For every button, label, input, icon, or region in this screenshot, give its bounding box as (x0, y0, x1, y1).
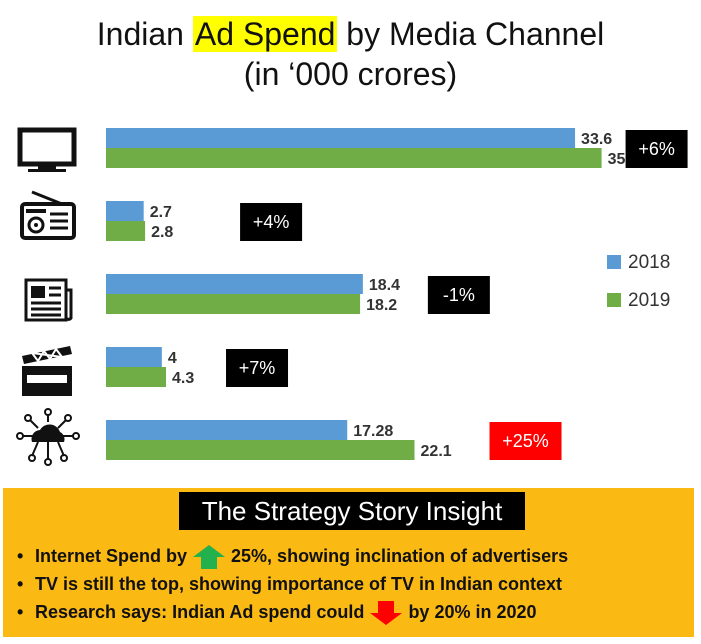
legend-swatch-2018 (607, 255, 621, 269)
bar-tv-2019 (106, 148, 602, 168)
bar-print-2019 (106, 294, 361, 314)
change-label-internet: +25% (502, 431, 549, 451)
newspaper-icon (24, 278, 73, 322)
down-arrow-icon (370, 601, 403, 626)
clapperboard-icon (22, 346, 72, 396)
title-highlight: Ad Spend (192, 16, 338, 52)
change-box-print (427, 276, 490, 314)
insight-item-1: • Internet Spend by 25%, showing inclinat… (17, 542, 568, 570)
bar-internet-2018 (106, 420, 348, 440)
bar-tv-2018 (106, 128, 576, 148)
value-label-print-2018: 18.4 (369, 277, 400, 294)
chart-title: Indian Ad Spend by Media Channel (in ‘000… (0, 14, 701, 94)
radio-icon (20, 190, 76, 240)
insight-title: The Strategy Story Insight (179, 492, 525, 530)
value-label-tv-2018: 33.6 (581, 131, 612, 148)
change-label-radio: +4% (253, 212, 290, 232)
change-label-tv: +6% (638, 139, 675, 159)
bar-radio-2018 (106, 201, 144, 221)
value-label-internet-2018: 17.28 (353, 423, 393, 440)
bullet: • (17, 546, 24, 566)
value-label-print-2019: 18.2 (366, 297, 397, 314)
change-box-internet (489, 422, 562, 460)
insight-item-2: • TV is still the top, showing importance… (17, 570, 568, 598)
change-box-radio (240, 203, 303, 241)
bullet: • (17, 574, 24, 594)
bullet: • (17, 602, 24, 622)
bar-cinema-2018 (106, 347, 162, 367)
value-label-cinema-2019: 4.3 (172, 370, 194, 387)
insight-list: • Internet Spend by 25%, showing inclinat… (17, 542, 568, 626)
bar-radio-2019 (106, 221, 146, 241)
bar-internet-2019 (106, 440, 415, 460)
legend-label-2019: 2019 (628, 290, 670, 311)
value-label-cinema-2018: 4 (168, 350, 177, 367)
value-label-radio-2019: 2.8 (151, 224, 173, 241)
legend-swatch-2019 (607, 293, 621, 307)
value-label-internet-2019: 22.1 (421, 443, 452, 460)
title-line2: (in ‘000 crores) (243, 56, 458, 92)
change-box-tv (625, 130, 688, 168)
title-part1: Indian (96, 16, 193, 52)
bar-print-2018 (106, 274, 363, 294)
bar-cinema-2019 (106, 367, 167, 387)
bar-chart: 33.635.5+6%2.72.8+4%18.418.2-1%44.3+7%17… (16, 127, 688, 466)
insight-box: The Strategy Story Insight • Internet Spe… (3, 488, 694, 637)
tv-icon (17, 127, 77, 172)
insight-item-3: • Research says: Indian Ad spend could by… (17, 598, 568, 626)
up-arrow-icon (193, 545, 226, 570)
title-part2: by Media Channel (337, 16, 605, 52)
value-label-radio-2018: 2.7 (150, 204, 172, 221)
cloud-network-icon (16, 408, 80, 466)
legend-label-2018: 2018 (628, 252, 670, 273)
change-label-print: -1% (443, 285, 475, 305)
change-label-cinema: +7% (239, 358, 276, 378)
change-box-cinema (226, 349, 289, 387)
